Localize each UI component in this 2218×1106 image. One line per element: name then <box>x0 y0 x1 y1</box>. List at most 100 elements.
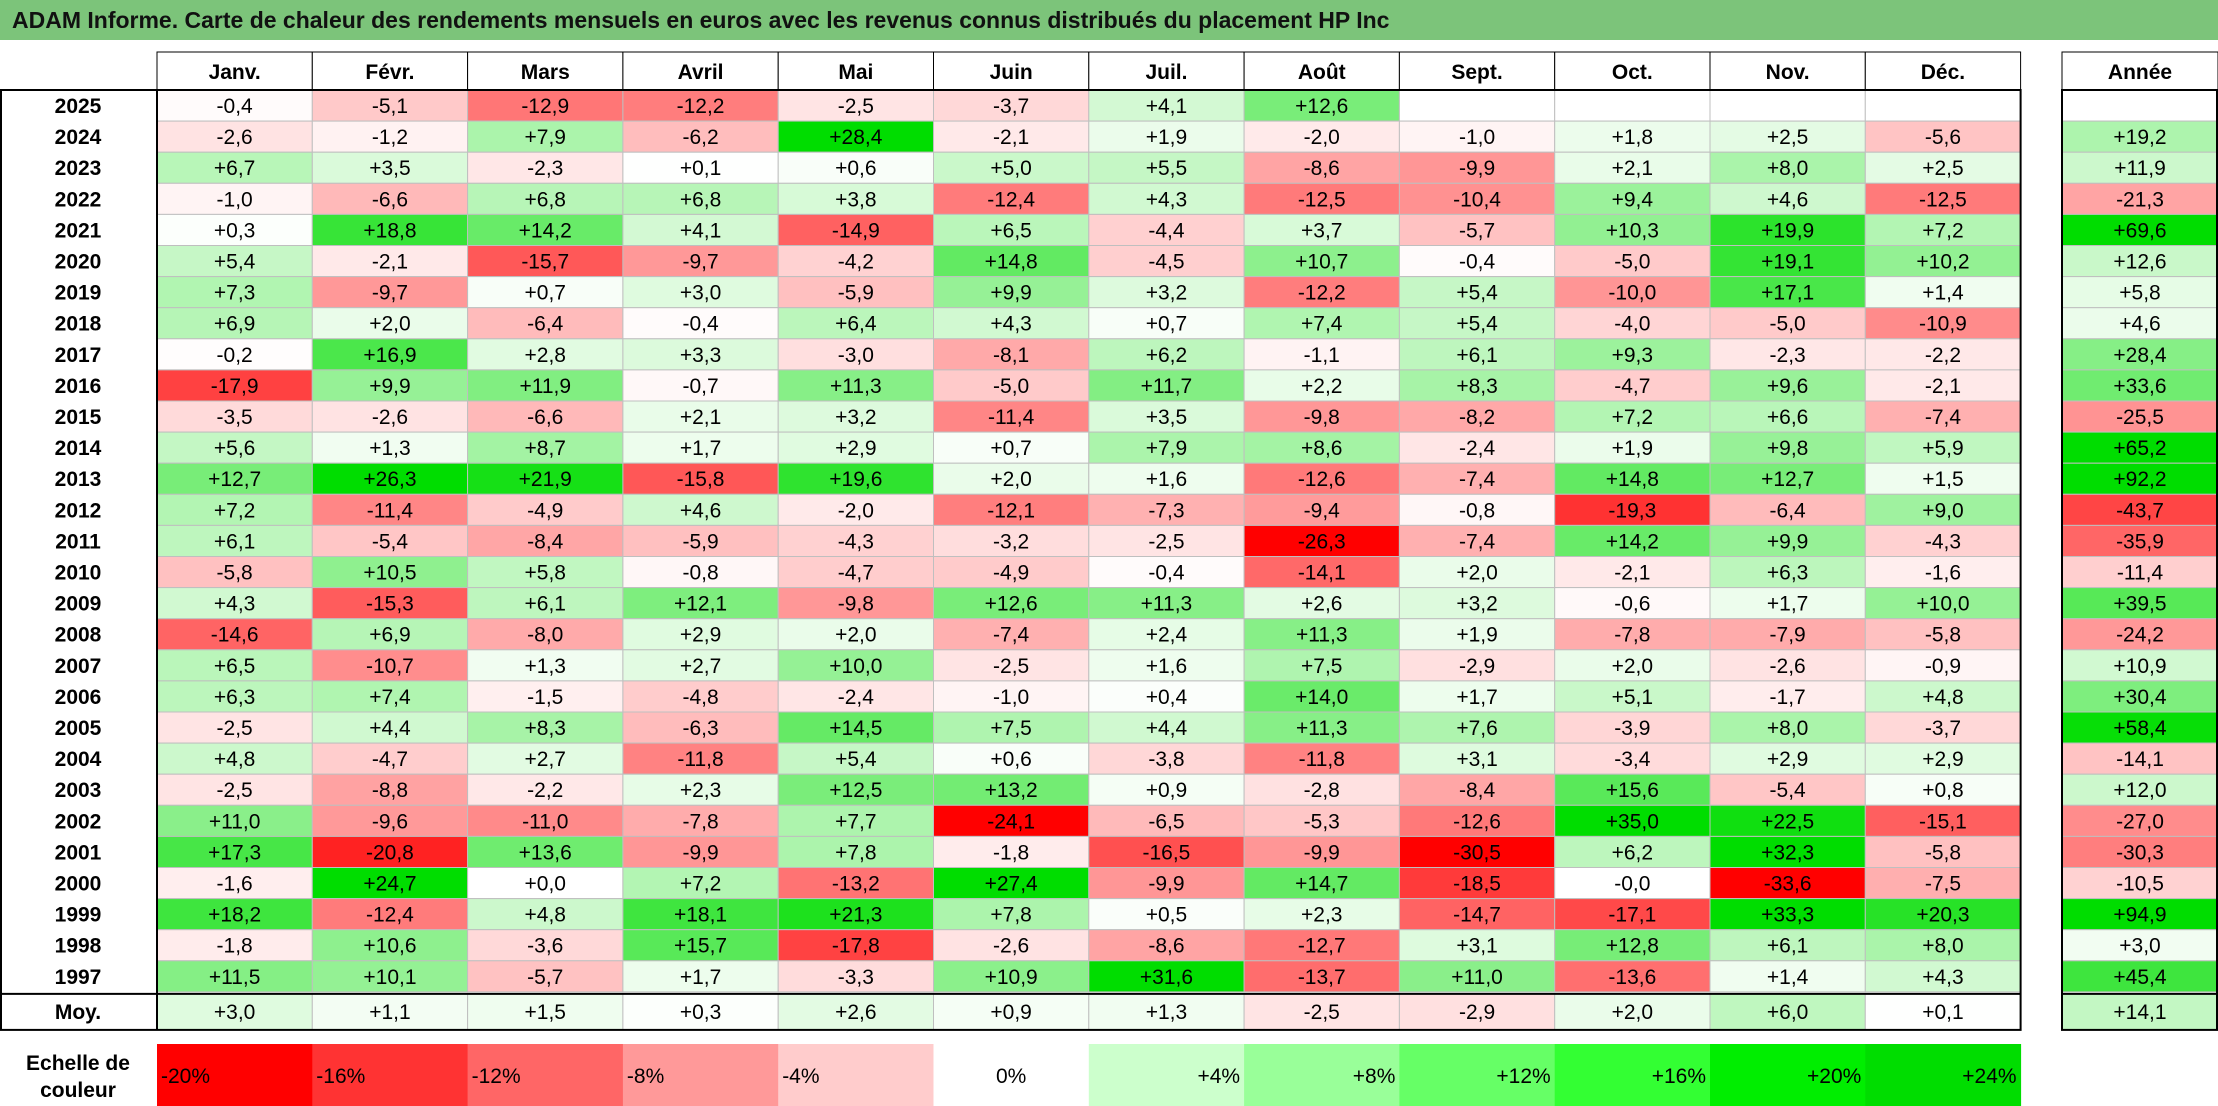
heatmap-cell <box>1709 338 1866 371</box>
heatmap-cell <box>467 462 624 495</box>
cell-value: +7,4 <box>1301 313 1343 336</box>
average-label: Moy. <box>55 1001 101 1024</box>
cell-value: -2,6 <box>1770 655 1806 678</box>
heatmap-cell <box>1243 556 1400 589</box>
cell-value: -11,0 <box>522 810 568 833</box>
cell-value: -2,5 <box>217 717 253 740</box>
heatmap-cell <box>622 400 779 433</box>
cell-value: +9,9 <box>1767 530 1808 553</box>
annual-value: -21,3 <box>2116 188 2164 211</box>
scale-step-label: +20% <box>1807 1065 1861 1088</box>
annual-cell <box>2061 587 2218 620</box>
heatmap-cell <box>1709 245 1866 278</box>
cell-value: +24,7 <box>363 873 416 896</box>
heatmap-cell <box>777 587 935 620</box>
annual-value: -24,2 <box>2116 624 2164 647</box>
heatmap-cell <box>933 804 1090 837</box>
year-label: 2010 <box>55 562 102 585</box>
cell-value: -1,8 <box>217 935 253 958</box>
heatmap-cell <box>1864 867 2022 900</box>
cell-value: -15,7 <box>521 251 569 274</box>
cell-value: -2,0 <box>1304 126 1340 149</box>
heatmap-cell <box>1709 867 1866 900</box>
average-value: +0,3 <box>680 1001 721 1024</box>
cell-value: -2,6 <box>217 126 253 149</box>
annual-header: Année <box>2108 61 2172 84</box>
cell-value: +3,3 <box>680 344 721 367</box>
heatmap-cell <box>622 680 779 713</box>
heatmap-cell <box>777 493 935 526</box>
cell-value: +6,1 <box>214 530 255 553</box>
cell-value: -17,9 <box>211 375 259 398</box>
heatmap-cell <box>1398 276 1556 309</box>
cell-value: +2,0 <box>1612 655 1653 678</box>
cell-value: -13,6 <box>1608 966 1656 989</box>
month-header-6: Juin <box>990 61 1033 84</box>
heatmap-cell <box>1398 431 1556 464</box>
heatmap-cell <box>467 711 624 744</box>
scale-swatch <box>467 1044 624 1106</box>
heatmap-cell <box>311 369 469 402</box>
year-label: 2015 <box>55 406 102 429</box>
cell-value: +12,6 <box>1295 95 1348 118</box>
heatmap-cell <box>467 182 624 215</box>
heatmap-cell <box>311 182 469 215</box>
heatmap-cell <box>1398 556 1556 589</box>
heatmap-cell <box>311 307 469 340</box>
cell-value: -4,3 <box>1925 530 1961 553</box>
month-header-12: Déc. <box>1921 61 1965 84</box>
heatmap-cell <box>933 556 1090 589</box>
cell-value: -8,4 <box>1459 779 1496 802</box>
cell-value: -3,0 <box>838 344 874 367</box>
cell-value: -12,2 <box>677 95 725 118</box>
heatmap-cell <box>1864 804 2022 837</box>
cell-value: +8,6 <box>1301 437 1342 460</box>
heatmap-cell <box>1088 556 1245 589</box>
heatmap-cell <box>311 587 469 620</box>
heatmap-cell <box>1864 338 2022 371</box>
cell-value: +7,2 <box>680 873 721 896</box>
cell-value: -3,2 <box>993 530 1029 553</box>
cell-value: -2,0 <box>838 499 874 522</box>
annual-value: -27,0 <box>2116 810 2164 833</box>
cell-value: -13,7 <box>1298 966 1346 989</box>
cell-value: -12,4 <box>987 188 1035 211</box>
heatmap-cell <box>1398 804 1556 837</box>
cell-value: +1,7 <box>1456 686 1497 709</box>
heatmap-cell <box>933 182 1090 215</box>
annual-cell <box>2061 307 2218 340</box>
cell-value: +22,5 <box>1761 810 1814 833</box>
heatmap-cell <box>933 276 1090 309</box>
cell-value: +7,8 <box>835 841 876 864</box>
annual-value: +11,9 <box>2114 157 2166 180</box>
heatmap-cell <box>311 804 469 837</box>
cell-value: -0,9 <box>1925 655 1961 678</box>
year-label: 2025 <box>55 95 102 118</box>
average-value: +6,0 <box>1767 1001 1808 1024</box>
heatmap-cell <box>1864 400 2022 433</box>
cell-value: -20,8 <box>366 841 414 864</box>
heatmap-cell <box>1243 89 1400 122</box>
cell-value: -0,4 <box>682 313 719 336</box>
cell-value: -0,2 <box>217 344 253 367</box>
heatmap-cell <box>1243 618 1400 651</box>
heatmap-cell <box>933 867 1090 900</box>
cell-value: -8,4 <box>527 530 564 553</box>
heatmap-cell <box>1554 649 1711 682</box>
heatmap-cell <box>777 835 935 869</box>
cell-value: -4,5 <box>1148 251 1184 274</box>
heatmap-cell <box>1243 120 1400 153</box>
heatmap-cell <box>1554 835 1711 869</box>
cell-value: +12,8 <box>1606 935 1659 958</box>
heatmap-cell <box>1709 960 1866 993</box>
heatmap-cell <box>156 369 313 402</box>
heatmap-cell <box>311 618 469 651</box>
heatmap-cell <box>1864 898 2022 931</box>
cell-value: -4,9 <box>993 562 1029 585</box>
heatmap-cell <box>1088 929 1245 962</box>
heatmap-cell <box>933 587 1090 620</box>
cell-value: +4,4 <box>1146 717 1188 740</box>
heatmap-cell <box>777 462 935 495</box>
cell-value: -8,8 <box>372 779 408 802</box>
heatmap-cell <box>777 213 935 246</box>
